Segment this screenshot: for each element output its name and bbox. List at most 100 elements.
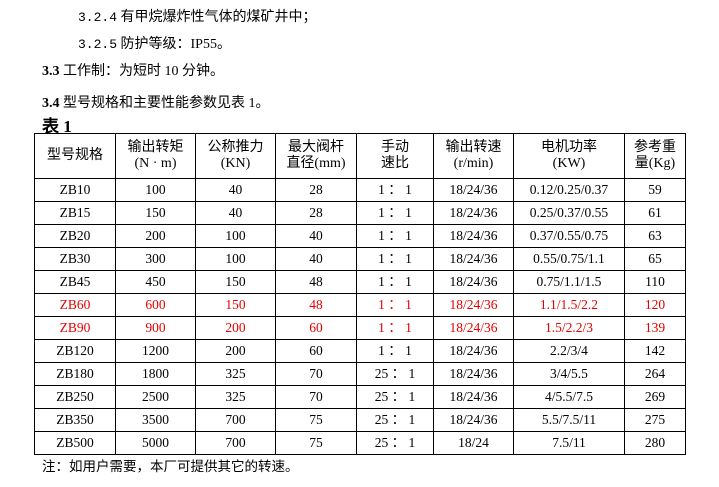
table-cell: 1.5/2.2/3 bbox=[513, 316, 625, 340]
table-cell: 59 bbox=[624, 178, 686, 202]
table-row: ZB20 200 100 40 1 ： 1 18/24/36 0.37/0.55/0.75 6… bbox=[34, 224, 686, 248]
table-cell: ZB120 bbox=[34, 339, 116, 363]
table-cell: 1 ： 1 bbox=[356, 316, 434, 340]
table-cell: 70 bbox=[275, 385, 357, 409]
table-cell: 18/24 bbox=[433, 431, 514, 455]
table-cell: 25 ： 1 bbox=[356, 362, 434, 386]
table-cell: 200 bbox=[195, 339, 276, 363]
table-cell: ZB30 bbox=[34, 247, 116, 271]
table-cell: 18/24/36 bbox=[433, 316, 514, 340]
table-title: 表 1 bbox=[42, 117, 72, 136]
table-cell: 269 bbox=[624, 385, 686, 409]
table-cell: 18/24/36 bbox=[433, 362, 514, 386]
clause-number: 3.3 bbox=[42, 64, 60, 79]
table-row: ZB15 150 40 28 1 ： 1 18/24/36 0.25/0.37/0.55 61 bbox=[34, 201, 686, 225]
table-cell: 18/24/36 bbox=[433, 201, 514, 225]
table-cell: 0.37/0.55/0.75 bbox=[513, 224, 625, 248]
header-text: 量(Kg) bbox=[634, 156, 676, 171]
column-header: 型号规格 bbox=[34, 133, 116, 179]
header-text: 手动 bbox=[381, 140, 409, 155]
table-cell: ZB45 bbox=[34, 270, 116, 294]
table-cell: 18/24/36 bbox=[433, 247, 514, 271]
table-cell: 325 bbox=[195, 385, 276, 409]
table-cell: 1 ： 1 bbox=[356, 339, 434, 363]
table-cell: 275 bbox=[624, 408, 686, 432]
table-cell: 325 bbox=[195, 362, 276, 386]
table-cell: 100 bbox=[115, 178, 196, 202]
clause-text: 型号规格和主要性能参数见表 1。 bbox=[63, 96, 270, 111]
column-header: 输出转速 (r/min) bbox=[433, 133, 514, 179]
table-cell: 18/24/36 bbox=[433, 178, 514, 202]
table-cell: 2500 bbox=[115, 385, 196, 409]
clause-text: 防护等级：IP55。 bbox=[120, 37, 231, 52]
table-cell: 139 bbox=[624, 316, 686, 340]
header-text: 公称推力 bbox=[207, 140, 264, 155]
clause-text: 工作制：为短时 10 分钟。 bbox=[63, 64, 224, 79]
clause-number: 3.2.5 bbox=[78, 37, 118, 52]
header-text: 型号规格 bbox=[47, 148, 103, 163]
clause-3-4: 3.4 型号规格和主要性能参数见表 1。 bbox=[42, 92, 270, 112]
table-row: ZB120 1200 200 60 1 ： 1 18/24/36 2.2/3/4 142 bbox=[34, 339, 686, 363]
table-cell: 150 bbox=[195, 270, 276, 294]
table-cell: 1.1/1.5/2.2 bbox=[513, 293, 625, 317]
table-cell: 1 ： 1 bbox=[356, 293, 434, 317]
table-cell: 40 bbox=[195, 178, 276, 202]
column-header: 公称推力 (KN) bbox=[195, 133, 276, 179]
table-cell: 1 ： 1 bbox=[356, 224, 434, 248]
table-cell: 300 bbox=[115, 247, 196, 271]
table-cell: 2.2/3/4 bbox=[513, 339, 625, 363]
table-cell: ZB180 bbox=[34, 362, 116, 386]
table-cell: 18/24/36 bbox=[433, 270, 514, 294]
table-cell: 60 bbox=[275, 316, 357, 340]
table-cell: ZB500 bbox=[34, 431, 116, 455]
table-cell: 600 bbox=[115, 293, 196, 317]
table-cell: 63 bbox=[624, 224, 686, 248]
table-cell: 28 bbox=[275, 201, 357, 225]
table-row: ZB180 1800 325 70 25 ： 1 18/24/36 3/4/5.5 264 bbox=[34, 362, 686, 386]
table-cell: 0.25/0.37/0.55 bbox=[513, 201, 625, 225]
table-cell: 150 bbox=[115, 201, 196, 225]
table-row: ZB45 450 150 48 1 ： 1 18/24/36 0.75/1.1/1.5 110 bbox=[34, 270, 686, 294]
header-text: 输出转速 bbox=[445, 140, 502, 155]
table-row: ZB10 100 40 28 1 ： 1 18/24/36 0.12/0.25/0.37 59 bbox=[34, 178, 686, 202]
table-cell: ZB20 bbox=[34, 224, 116, 248]
table-cell: 120 bbox=[624, 293, 686, 317]
table-cell: 142 bbox=[624, 339, 686, 363]
spec-table: 型号规格 输出转矩 (N · m) 公称推力 (KN) 最大阀杆 直径(mm) 手动 速比 输出转… bbox=[34, 133, 686, 455]
header-text: (KW) bbox=[552, 156, 586, 171]
table-cell: 280 bbox=[624, 431, 686, 455]
table-cell: 48 bbox=[275, 270, 357, 294]
table-cell: 60 bbox=[275, 339, 357, 363]
table-cell: 7.5/11 bbox=[513, 431, 625, 455]
table-cell: 75 bbox=[275, 431, 357, 455]
table-cell: ZB10 bbox=[34, 178, 116, 202]
table-cell: 28 bbox=[275, 178, 357, 202]
table-cell: 3/4/5.5 bbox=[513, 362, 625, 386]
table-cell: 200 bbox=[195, 316, 276, 340]
header-text: 速比 bbox=[381, 156, 409, 171]
table-cell: 40 bbox=[195, 201, 276, 225]
table-cell: 1200 bbox=[115, 339, 196, 363]
table-row: ZB90 900 200 60 1 ： 1 18/24/36 1.5/2.2/3 139 bbox=[34, 316, 686, 340]
table-note: 注：如用户需要，本厂可提供其它的转速。 bbox=[42, 459, 299, 474]
table-row: ZB60 600 150 48 1 ： 1 18/24/36 1.1/1.5/2.2 120 bbox=[34, 293, 686, 317]
column-header: 参考重 量(Kg) bbox=[624, 133, 686, 179]
table-cell: 0.12/0.25/0.37 bbox=[513, 178, 625, 202]
clause-3-3: 3.3 工作制：为短时 10 分钟。 bbox=[42, 60, 224, 80]
table-cell: 5.5/7.5/11 bbox=[513, 408, 625, 432]
table-cell: 4/5.5/7.5 bbox=[513, 385, 625, 409]
table-cell: 18/24/36 bbox=[433, 408, 514, 432]
header-text: 最大阀杆 bbox=[288, 140, 344, 155]
table-cell: 75 bbox=[275, 408, 357, 432]
header-text: 输出转矩 bbox=[127, 140, 184, 155]
table-cell: 25 ： 1 bbox=[356, 431, 434, 455]
table-cell: 1 ： 1 bbox=[356, 201, 434, 225]
table-cell: 1 ： 1 bbox=[356, 270, 434, 294]
header-text: 电机功率 bbox=[541, 140, 597, 155]
table-cell: ZB350 bbox=[34, 408, 116, 432]
clause-number: 3.4 bbox=[42, 96, 60, 111]
clause-number: 3.2.4 bbox=[78, 10, 118, 25]
table-cell: 1 ： 1 bbox=[356, 178, 434, 202]
table-cell: 110 bbox=[624, 270, 686, 294]
table-cell: 100 bbox=[195, 247, 276, 271]
